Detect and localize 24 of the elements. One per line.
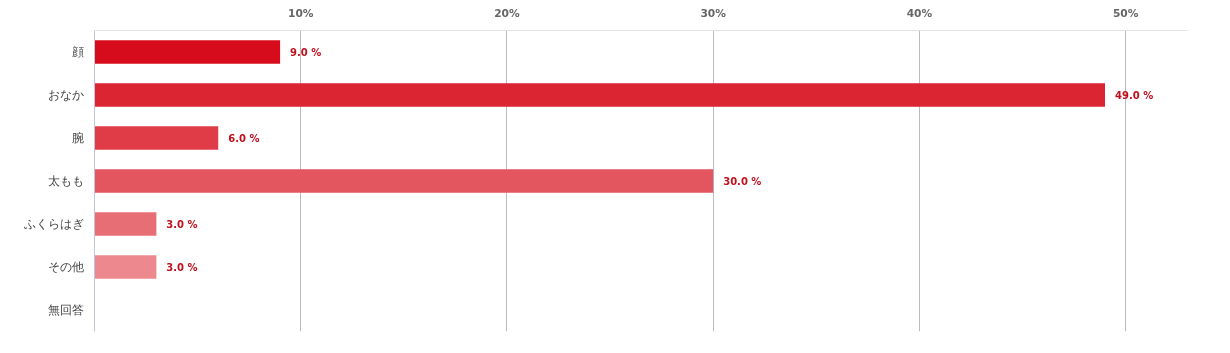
bar: [94, 126, 219, 150]
y-tick-label: ふくらはぎ: [22, 217, 84, 231]
y-tick-label: 腕: [71, 131, 84, 145]
x-tick-label: 40%: [906, 6, 933, 20]
bar: [94, 40, 281, 64]
y-tick-label: 無回答: [47, 303, 84, 317]
bar: [94, 83, 1106, 107]
y-tick-label: その他: [47, 260, 84, 274]
data-label: 3.0 %: [166, 218, 198, 230]
data-label: 6.0 %: [228, 132, 260, 144]
bar: [94, 169, 714, 193]
data-label: 30.0 %: [723, 175, 762, 187]
data-label: 3.0 %: [166, 261, 198, 273]
y-tick-label: おなか: [47, 88, 84, 102]
bar: [94, 212, 157, 236]
x-tick-label: 10%: [287, 6, 314, 20]
data-label: 9.0 %: [290, 46, 322, 58]
y-tick-label: 顔: [71, 45, 84, 59]
data-label: 49.0 %: [1115, 89, 1154, 101]
y-tick-label: 太もも: [47, 174, 84, 188]
x-tick-label: 30%: [700, 6, 727, 20]
x-tick-label: 20%: [494, 6, 521, 20]
bar: [94, 255, 157, 279]
x-tick-label: 50%: [1112, 6, 1139, 20]
